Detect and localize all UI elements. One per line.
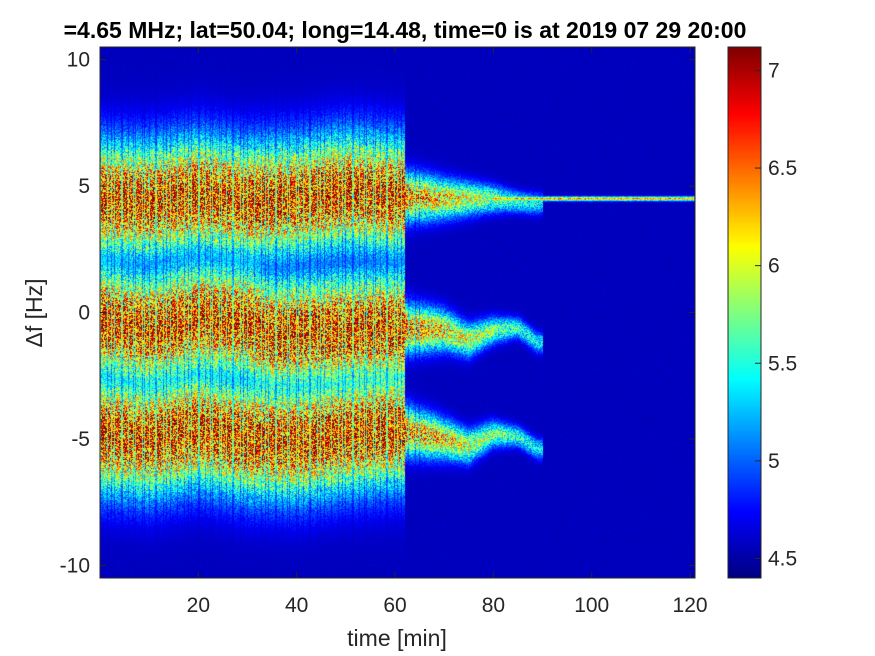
x-tick-label: 80 [482, 594, 505, 617]
y-tick-label: -10 [60, 554, 90, 577]
y-axis-label: Δf [Hz] [21, 278, 47, 347]
colorbar-tick-label: 6 [768, 255, 780, 278]
colorbar: 4.5 5 5.5 6 6.5 7 [727, 46, 797, 579]
y-tick-label: 10 [67, 49, 90, 72]
y-tick-label: 5 [78, 175, 90, 198]
plot-area [99, 46, 696, 579]
x-tick-label: 20 [187, 594, 210, 617]
colorbar-frame [727, 46, 762, 579]
colorbar-tick-label: 6.5 [768, 157, 797, 180]
colorbar-tick-label: 5 [768, 450, 780, 473]
x-axis-label: time [min] [347, 625, 447, 651]
y-tick-label: 0 [78, 302, 90, 325]
colorbar-tick-label: 4.5 [768, 547, 797, 570]
colorbar-tick-label: 5.5 [768, 352, 797, 375]
x-tick-label: 40 [285, 594, 308, 617]
spectrogram-image [100, 47, 695, 578]
x-tick-label: 120 [673, 594, 708, 617]
x-tick-label: 100 [574, 594, 609, 617]
y-tick-label: -5 [71, 428, 90, 451]
colorbar-ticks: 4.5 5 5.5 6 6.5 7 [755, 59, 797, 570]
colorbar-tick-label: 7 [768, 59, 780, 82]
y-axis: -10 -5 0 5 10 [60, 49, 695, 577]
x-axis: 20 40 60 80 100 120 [187, 47, 708, 617]
x-tick-label: 60 [383, 594, 406, 617]
colorbar-gradient [728, 47, 761, 578]
chart-title: =4.65 MHz; lat=50.04; long=14.48, time=0… [64, 17, 747, 43]
